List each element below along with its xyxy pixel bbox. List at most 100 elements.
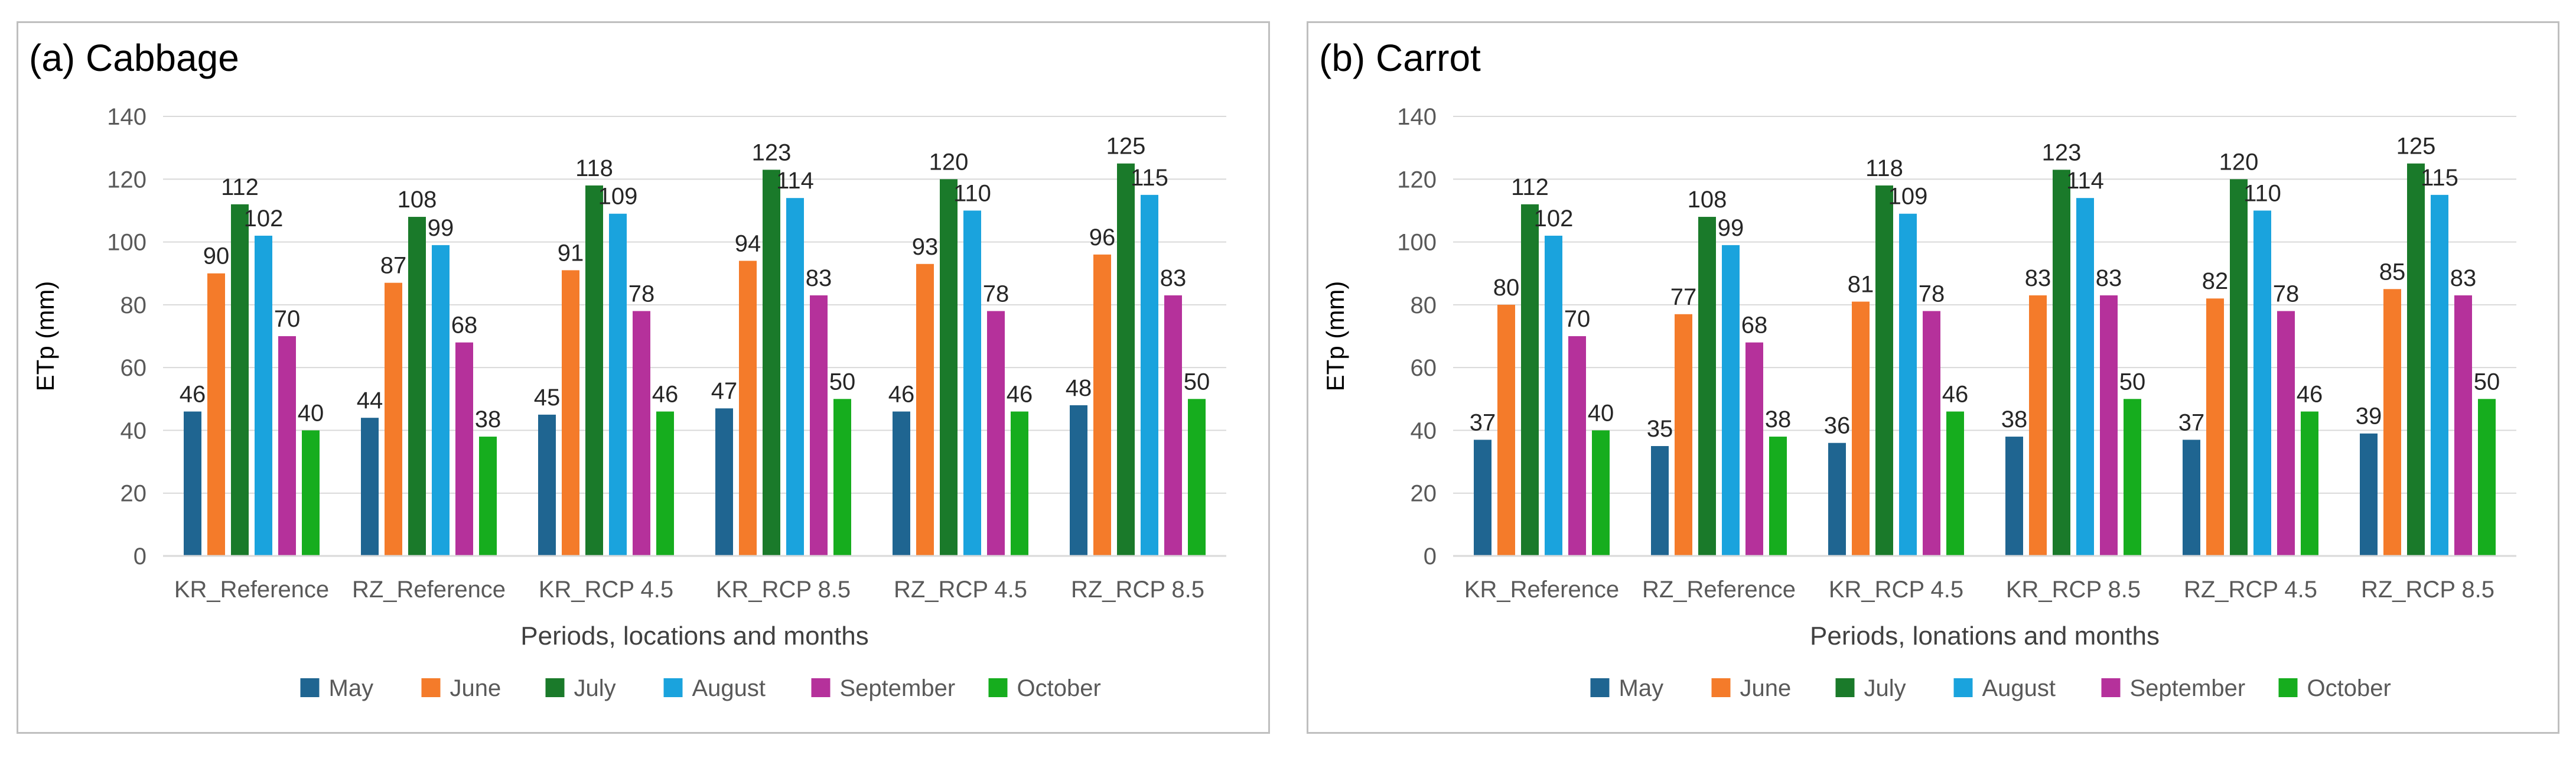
chart-cabbage-svg: 0 20 40 60 80 100 120 140 ETp (mm) 46 44 45 47 46 48 90… bbox=[31, 104, 1226, 701]
y-axis-label: ETp (mm) bbox=[1321, 281, 1349, 392]
bar bbox=[562, 270, 579, 556]
bar bbox=[1521, 204, 1539, 556]
bar bbox=[2076, 198, 2094, 557]
bar bbox=[1592, 430, 1610, 556]
data-label: 37 bbox=[1470, 409, 1496, 435]
bar bbox=[2183, 440, 2200, 556]
bar bbox=[1828, 443, 1846, 556]
data-label: 78 bbox=[983, 281, 1009, 307]
data-label: 85 bbox=[2379, 259, 2406, 285]
legend-label: May bbox=[1619, 675, 1664, 701]
data-label: 50 bbox=[829, 369, 856, 395]
data-label: 44 bbox=[357, 388, 383, 414]
bar bbox=[893, 411, 910, 556]
bar bbox=[184, 411, 201, 556]
bar bbox=[1545, 235, 1562, 556]
chart-carrot-svg: 0 20 40 60 80 100 120 140 ETp (mm) 37 35 36 38 37 39 80… bbox=[1321, 104, 2516, 701]
x-tick-label: RZ_RCP 8.5 bbox=[2361, 577, 2494, 603]
bar bbox=[1722, 245, 1740, 556]
y-tick-label: 20 bbox=[1411, 481, 1437, 507]
data-label: 68 bbox=[451, 313, 478, 339]
data-label: 83 bbox=[806, 265, 832, 291]
x-tick-label: RZ_RCP 4.5 bbox=[894, 577, 1027, 603]
bar bbox=[1651, 446, 1669, 556]
legend-swatch bbox=[1835, 678, 1855, 697]
bar bbox=[1188, 399, 1206, 556]
bar bbox=[361, 418, 379, 556]
bar bbox=[479, 437, 497, 556]
data-label: 39 bbox=[2356, 404, 2382, 430]
data-label: 123 bbox=[2042, 139, 2082, 165]
legend: May June July August September October bbox=[300, 675, 1101, 701]
legend-label: July bbox=[1864, 675, 1906, 701]
bar bbox=[2383, 289, 2401, 556]
data-label: 120 bbox=[2219, 149, 2259, 175]
chart-panel-carrot: (b) Carrot 0 20 40 60 80 100 120 140 ETp (mm) 37 3… bbox=[1307, 21, 2559, 734]
x-tick-label: KR_RCP 4.5 bbox=[1829, 577, 1963, 603]
x-tick-label: KR_Reference bbox=[174, 577, 329, 603]
bar bbox=[1117, 163, 1135, 556]
x-tick-label: KR_RCP 4.5 bbox=[539, 577, 673, 603]
bar bbox=[1164, 295, 1182, 556]
bar bbox=[2431, 194, 2448, 556]
x-tick-label: RZ_RCP 8.5 bbox=[1071, 577, 1204, 603]
y-tick-label: 140 bbox=[1397, 104, 1437, 130]
data-label: 45 bbox=[534, 385, 561, 411]
y-tick-label: 120 bbox=[107, 167, 146, 193]
data-label: 46 bbox=[888, 382, 915, 408]
data-label: 46 bbox=[1007, 382, 1033, 408]
bar bbox=[1675, 314, 1692, 556]
data-label: 78 bbox=[1919, 281, 1945, 307]
data-label: 123 bbox=[752, 139, 792, 165]
bar bbox=[207, 273, 225, 556]
data-label: 40 bbox=[1588, 400, 1614, 426]
data-label: 99 bbox=[428, 215, 454, 241]
x-tick-label: RZ_Reference bbox=[1642, 577, 1796, 603]
data-label: 120 bbox=[929, 149, 969, 175]
bar bbox=[2360, 433, 2378, 556]
data-label: 70 bbox=[1564, 306, 1591, 332]
bar bbox=[1141, 194, 1158, 556]
x-tick-label: KR_Reference bbox=[1464, 577, 1619, 603]
data-label: 78 bbox=[628, 281, 655, 307]
bar bbox=[1698, 217, 1716, 556]
bar bbox=[1946, 411, 1964, 556]
data-label: 109 bbox=[598, 184, 638, 210]
bar bbox=[1745, 342, 1763, 556]
data-label: 46 bbox=[652, 382, 679, 408]
bar bbox=[2029, 295, 2047, 556]
data-label: 83 bbox=[2025, 265, 2051, 291]
data-label: 102 bbox=[244, 206, 284, 232]
bar bbox=[940, 179, 958, 556]
data-label: 115 bbox=[1131, 165, 1168, 191]
data-label: 48 bbox=[1066, 375, 1092, 401]
bar bbox=[2478, 399, 2496, 556]
bar bbox=[786, 198, 804, 557]
legend-label: October bbox=[2307, 675, 2391, 701]
bar bbox=[585, 185, 603, 556]
bar bbox=[2230, 179, 2248, 556]
bar bbox=[2124, 399, 2141, 556]
data-label: 38 bbox=[1765, 406, 1792, 432]
bar bbox=[255, 235, 272, 556]
bar bbox=[810, 295, 828, 556]
data-label: 46 bbox=[180, 382, 206, 408]
legend: May June July August September October bbox=[1590, 675, 2391, 701]
y-tick-label: 60 bbox=[1411, 355, 1437, 381]
data-label: 108 bbox=[1688, 187, 1727, 213]
bar bbox=[609, 213, 627, 556]
data-label: 96 bbox=[1089, 225, 1116, 251]
bar bbox=[1923, 311, 1940, 556]
data-label: 90 bbox=[203, 243, 230, 269]
x-tick-label: RZ_RCP 4.5 bbox=[2184, 577, 2317, 603]
bar bbox=[2100, 295, 2118, 556]
legend-swatch bbox=[1953, 678, 1973, 697]
chart-title: (b) Carrot bbox=[1319, 37, 1481, 79]
data-label: 82 bbox=[2202, 268, 2229, 294]
data-label: 110 bbox=[953, 180, 991, 206]
data-label: 110 bbox=[2243, 180, 2281, 206]
x-tick-label: KR_RCP 8.5 bbox=[716, 577, 851, 603]
legend-label: October bbox=[1017, 675, 1101, 701]
data-label: 35 bbox=[1647, 416, 1673, 442]
data-label: 115 bbox=[2421, 165, 2458, 191]
